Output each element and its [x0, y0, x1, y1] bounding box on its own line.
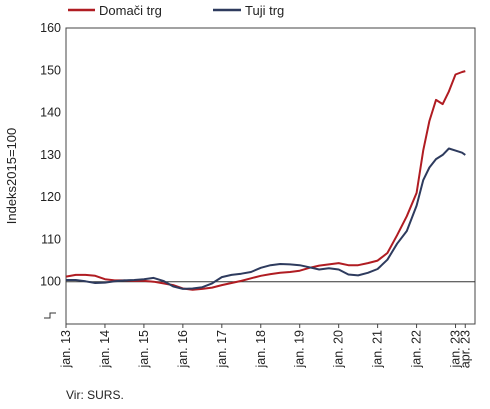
x-tick-label: jan. 20 — [332, 330, 346, 369]
x-tick-label: apr. 23 — [458, 330, 472, 368]
x-tick-label: jan. 22 — [410, 330, 424, 369]
plot-area-frame — [65, 27, 476, 325]
x-axis-ticks: jan. 13 jan. 14 jan. 15 jan. 16 jan. 17 jan. … — [59, 324, 472, 369]
x-tick-label: jan. 15 — [137, 330, 151, 369]
legend: Domači trg Tuji trg — [68, 3, 284, 18]
x-tick-label: jan. 17 — [215, 330, 229, 369]
y-axis-break-marker — [44, 312, 56, 319]
y-tick-label: 140 — [40, 106, 61, 120]
x-tick-label: jan. 18 — [254, 330, 268, 369]
y-tick-label: 110 — [41, 232, 61, 246]
x-tick-label: jan. 21 — [371, 330, 385, 369]
y-tick-label: 160 — [40, 21, 61, 35]
x-tick-label: jan. 13 — [59, 330, 73, 369]
legend-label-tuji: Tuji trg — [245, 3, 284, 18]
y-tick-label: 120 — [40, 190, 61, 204]
y-tick-label: 150 — [40, 63, 61, 77]
y-axis-ticks: 100 110 120 130 140 150 160 — [40, 21, 61, 289]
x-tick-label: jan. 19 — [293, 330, 307, 369]
series-line-domaci — [65, 70, 466, 291]
x-tick-label: jan. 14 — [98, 330, 112, 369]
legend-label-domaci: Domači trg — [99, 3, 162, 18]
source-note: Vir: SURS. — [66, 388, 124, 402]
y-tick-label: 100 — [40, 275, 61, 289]
series-lines — [65, 70, 466, 291]
y-tick-label: 130 — [40, 148, 61, 162]
y-axis-label: Indeks2015=100 — [4, 128, 19, 225]
series-line-tuji — [66, 147, 466, 290]
x-tick-label: jan. 16 — [176, 330, 190, 369]
x-tick-label: jan. 23 — [449, 330, 463, 369]
